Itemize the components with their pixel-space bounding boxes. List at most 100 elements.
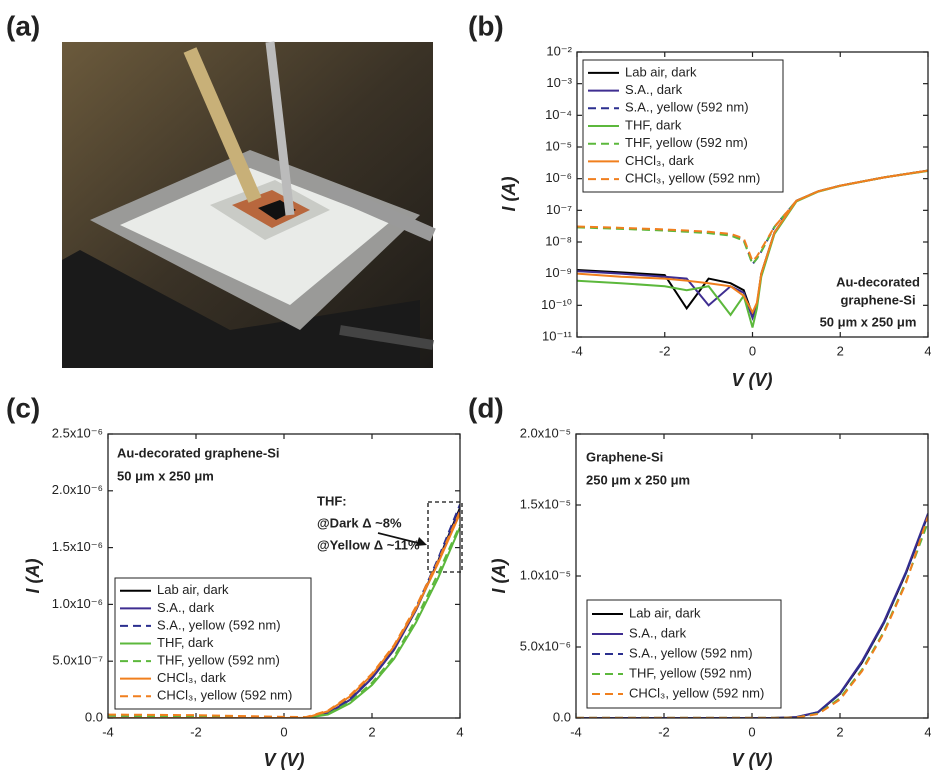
legend: Lab air, dark S.A., dark S.A., yellow (592…	[586, 599, 782, 709]
annotation: THF:	[317, 493, 347, 508]
y-tick-label: 10⁻⁶	[545, 170, 572, 185]
plot-frame	[576, 51, 929, 338]
series-line	[108, 510, 460, 718]
y-tick-label: 10⁻⁵	[545, 138, 572, 153]
legend: Lab air, dark S.A., dark S.A., yellow (592…	[582, 59, 784, 193]
legend-label: S.A., yellow (592 nm)	[157, 617, 281, 632]
legend-label: Lab air, dark	[157, 582, 229, 597]
panel-label: (b)	[468, 10, 504, 41]
highlight-box	[427, 501, 463, 573]
x-tick-label: 2	[836, 724, 843, 739]
annotation: graphene-Si	[840, 292, 915, 307]
x-tick-label: 0	[748, 724, 755, 739]
y-tick-label: 5.0x10⁻⁷	[52, 653, 103, 668]
y-tick-label: 10⁻²	[546, 43, 572, 58]
x-axis-label: V (V)	[731, 750, 772, 770]
chart: (c) I (A) V (V) 0.0 5.0x10⁻⁷ 1.0x10⁻⁶ 1.5x10⁻⁶…	[6, 392, 464, 769]
annotation: @Dark Δ ~8%	[317, 515, 402, 530]
y-tick-label: 0.0	[85, 709, 103, 724]
legend-label: S.A., yellow (592 nm)	[629, 645, 753, 660]
photo-white-plate	[120, 168, 390, 305]
x-tick-label: -2	[658, 724, 670, 739]
x-tick-label: 2	[837, 343, 844, 358]
annotation: Au-decorated graphene-Si	[117, 445, 280, 460]
x-tick-label: 0	[280, 724, 287, 739]
x-tick-label: 4	[924, 724, 931, 739]
y-tick-label: 1.5x10⁻⁵	[520, 496, 571, 511]
y-tick-label: 10⁻⁹	[545, 265, 572, 280]
legend-label: Lab air, dark	[625, 64, 697, 79]
y-tick-label: 2.5x10⁻⁶	[52, 425, 103, 440]
photo-clamp	[327, 183, 436, 242]
x-tick-label: 4	[924, 343, 931, 358]
x-tick-label: -4	[571, 343, 583, 358]
series-line	[577, 169, 928, 263]
chart: (d) I (A) V (V) 0.0 5.0x10⁻⁶ 1.0x10⁻⁵ 1.5x10⁻⁵…	[468, 392, 931, 769]
x-tick-label: -2	[190, 724, 202, 739]
y-axis-label: I (A)	[489, 559, 509, 594]
x-tick-label: 4	[456, 724, 463, 739]
legend-label: CHCl₃, dark	[157, 670, 226, 685]
chart: (b) I (A) V (V) 10⁻² 10⁻³ 10⁻⁴ 10⁻⁵ 10⁻⁶ 10⁻⁷ 10⁻…	[468, 10, 931, 389]
y-tick-label: 0.0	[553, 709, 571, 724]
y-tick-label: 10⁻¹⁰	[541, 297, 572, 312]
y-tick-label: 1.0x10⁻⁵	[520, 567, 571, 582]
arrow-line	[377, 532, 423, 545]
y-tick-label: 1.5x10⁻⁶	[52, 539, 103, 554]
annotation: @Yellow Δ ~11%	[317, 537, 420, 552]
legend-label: CHCl₃, dark	[625, 153, 694, 168]
y-axis-label: I (A)	[23, 559, 43, 594]
legend-label: THF, dark	[157, 635, 214, 650]
y-tick-label: 5.0x10⁻⁶	[520, 638, 571, 653]
x-tick-label: -4	[102, 724, 114, 739]
legend-label: Lab air, dark	[629, 605, 701, 620]
annotation: 50 μm x 250 μm	[117, 468, 214, 483]
annotation: 250 μm x 250 μm	[586, 472, 690, 487]
legend-label: S.A., yellow (592 nm)	[625, 100, 749, 115]
x-axis-label: V (V)	[731, 370, 772, 390]
x-tick-label: -4	[570, 724, 582, 739]
y-tick-label: 10⁻⁴	[545, 107, 572, 122]
y-tick-label: 10⁻³	[546, 75, 572, 90]
x-axis-label: V (V)	[263, 750, 304, 770]
legend-label: S.A., dark	[157, 600, 215, 615]
plot-lines	[577, 169, 928, 328]
panel-label: (c)	[6, 392, 40, 423]
plot-lines	[108, 504, 460, 718]
y-tick-label: 2.0x10⁻⁵	[520, 425, 571, 440]
annotation: 50 μm x 250 μm	[820, 314, 917, 329]
legend-label: THF, yellow (592 nm)	[157, 653, 280, 668]
photo	[62, 41, 436, 368]
annotation: Graphene-Si	[586, 449, 663, 464]
x-tick-label: 0	[749, 343, 756, 358]
y-tick-label: 10⁻¹¹	[542, 328, 573, 343]
legend-label: CHCl₃, yellow (592 nm)	[625, 171, 760, 186]
legend-label: THF, yellow (592 nm)	[629, 665, 752, 680]
legend-label: THF, dark	[625, 117, 682, 132]
photo-stage-base	[62, 250, 420, 368]
legend: Lab air, dark S.A., dark S.A., yellow (592…	[114, 577, 312, 710]
plot-frame	[575, 433, 929, 719]
panel-label: (a)	[6, 10, 40, 41]
legend-label: S.A., dark	[625, 82, 683, 97]
y-tick-label: 1.0x10⁻⁶	[52, 596, 103, 611]
arrow-head	[416, 537, 427, 546]
photo-cable	[339, 325, 434, 350]
x-tick-label: -2	[659, 343, 671, 358]
y-tick-label: 10⁻⁸	[545, 233, 572, 248]
plot-frame	[107, 433, 461, 719]
photo-probe	[183, 47, 262, 203]
legend-label: S.A., dark	[629, 625, 687, 640]
panel-label: (d)	[468, 392, 504, 423]
y-tick-label: 10⁻⁷	[546, 202, 572, 217]
annotation: Au-decorated	[836, 274, 920, 289]
legend-label: CHCl₃, yellow (592 nm)	[157, 688, 292, 703]
series-line	[108, 526, 460, 718]
y-tick-label: 2.0x10⁻⁶	[52, 482, 103, 497]
box-annotation	[377, 501, 463, 573]
x-tick-label: 2	[368, 724, 375, 739]
y-axis-label: I (A)	[499, 177, 519, 212]
legend-label: THF, yellow (592 nm)	[625, 135, 748, 150]
series-line	[576, 513, 928, 718]
